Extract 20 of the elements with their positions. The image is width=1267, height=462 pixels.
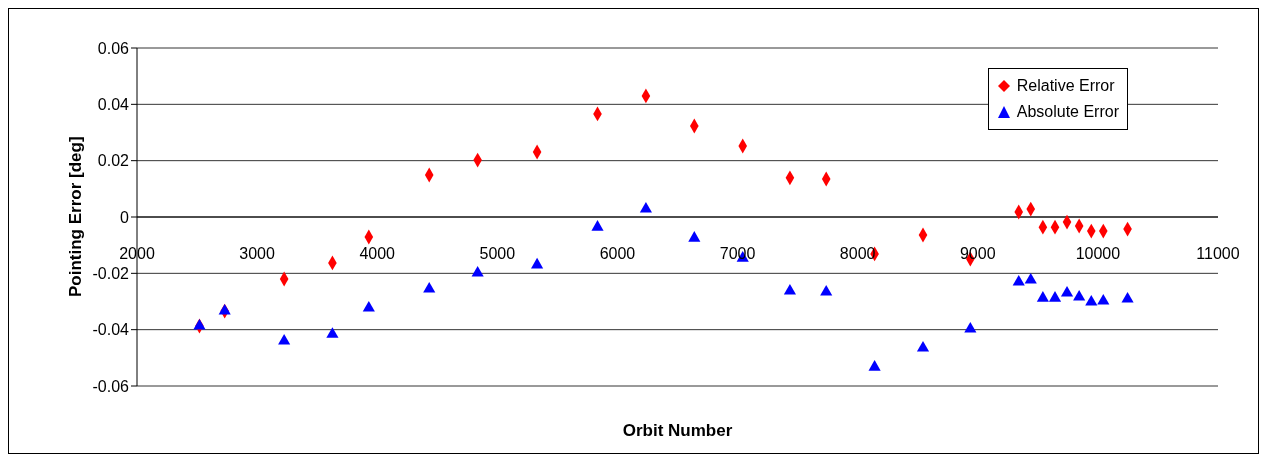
y-tick-label: 0.04 xyxy=(97,96,130,114)
x-tick-label: 6000 xyxy=(599,245,636,262)
y-tick-label: 0 xyxy=(120,208,130,226)
x-tick-label: 2000 xyxy=(119,245,155,262)
y-tick-label: -0.06 xyxy=(92,377,130,395)
legend-label: Absolute Error xyxy=(1016,102,1119,122)
x-tick-label: 4000 xyxy=(359,245,396,262)
legend-label: Relative Error xyxy=(1016,76,1115,96)
x-tick-label: 7000 xyxy=(719,245,756,262)
x-tick-label: 10000 xyxy=(1075,245,1121,262)
x-tick-label: 11000 xyxy=(1196,245,1240,262)
x-tick-label: 3000 xyxy=(239,245,276,262)
x-tick-label: 9000 xyxy=(959,245,996,262)
y-axis-title: Pointing Error [deg] xyxy=(66,136,86,297)
y-tick-label: -0.04 xyxy=(92,321,130,339)
y-tick-label: -0.02 xyxy=(92,265,130,283)
y-tick-label: 0.02 xyxy=(97,152,130,170)
x-tick-label: 5000 xyxy=(479,245,516,262)
y-tick-label: 0.06 xyxy=(97,39,130,57)
x-axis-title: Orbit Number xyxy=(622,421,733,440)
